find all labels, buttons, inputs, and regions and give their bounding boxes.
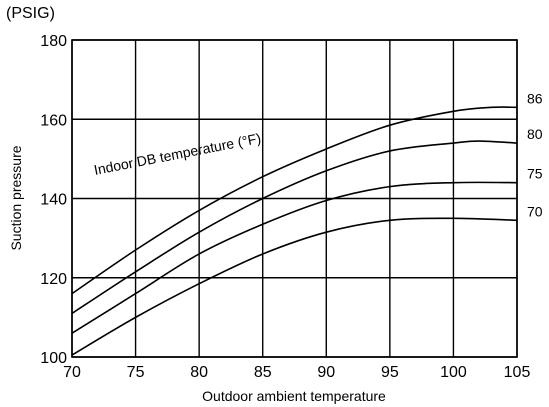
indoor-db-temperature-annotation: Indoor DB temperature (°F): [93, 130, 263, 178]
y-tick-label: 120: [40, 271, 67, 288]
y-tick-label: 140: [40, 192, 67, 209]
series-curve-86: [71, 106, 518, 295]
x-tick-label: 80: [190, 364, 208, 381]
series-label-86: 86: [527, 90, 543, 106]
x-tick-label: 105: [504, 364, 531, 381]
grid: [71, 39, 518, 358]
curves: [71, 106, 518, 356]
y-tick-label: 100: [40, 350, 67, 367]
y-axis-label: Suction pressure: [8, 145, 24, 250]
series-label-75: 75: [527, 166, 543, 182]
x-tick-label: 90: [317, 364, 335, 381]
x-tick-label: 70: [63, 364, 81, 381]
series-label-70: 70: [527, 203, 543, 219]
tick-labels: 70 75 80 85 90 95 100 105 100 120 140 160 180: [40, 33, 530, 381]
series-curve-80: [71, 140, 518, 315]
plot-frame: [71, 39, 518, 358]
x-tick-label: 85: [254, 364, 272, 381]
x-axis-label: Outdoor ambient temperature: [202, 388, 386, 404]
series-curve-75: [71, 181, 518, 334]
y-tick-label: 160: [40, 112, 67, 129]
series-label-80: 80: [527, 126, 543, 142]
x-tick-label: 75: [127, 364, 145, 381]
y-tick-label: 180: [40, 33, 67, 50]
series-labels: 86 80 75 70: [527, 90, 543, 219]
x-tick-label: 100: [440, 364, 467, 381]
y-unit-label: (PSIG): [6, 5, 55, 22]
series-curve-70: [71, 217, 518, 356]
x-tick-label: 95: [381, 364, 399, 381]
